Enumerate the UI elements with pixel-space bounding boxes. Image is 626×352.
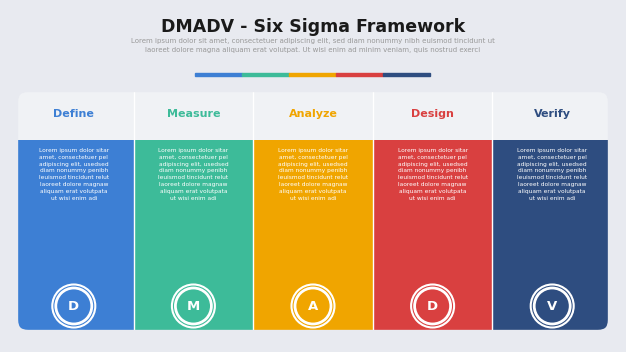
Circle shape — [295, 288, 331, 324]
Bar — [383, 73, 430, 76]
Text: Design: Design — [411, 109, 454, 119]
Text: DMADV - Six Sigma Framework: DMADV - Six Sigma Framework — [161, 18, 465, 36]
Bar — [242, 73, 289, 76]
Bar — [253, 140, 373, 334]
Circle shape — [414, 288, 451, 324]
Text: M: M — [187, 300, 200, 313]
Text: D: D — [68, 300, 80, 313]
Bar — [14, 140, 133, 334]
Bar — [336, 73, 383, 76]
Text: Define: Define — [53, 109, 95, 119]
Bar — [14, 88, 612, 140]
Text: D: D — [427, 300, 438, 313]
Text: Analyze: Analyze — [289, 109, 337, 119]
Circle shape — [534, 288, 570, 324]
Text: Lorem ipsum dolor sitar
amet, consectetuer pel
adipiscing elit, usedsed
diam non: Lorem ipsum dolor sitar amet, consectetu… — [278, 148, 348, 201]
Text: Lorem ipsum dolor sitar
amet, consectetuer pel
adipiscing elit, usedsed
diam non: Lorem ipsum dolor sitar amet, consectetu… — [517, 148, 587, 201]
Circle shape — [56, 288, 92, 324]
Bar — [493, 140, 612, 334]
FancyBboxPatch shape — [14, 88, 612, 334]
Text: Verify: Verify — [534, 109, 571, 119]
Text: Lorem ipsum dolor sitar
amet, consectetuer pel
adipiscing elit, usedsed
diam non: Lorem ipsum dolor sitar amet, consectetu… — [39, 148, 109, 201]
Text: V: V — [547, 300, 557, 313]
Bar — [133, 140, 253, 334]
Text: Measure: Measure — [167, 109, 220, 119]
Text: Lorem ipsum dolor sitar
amet, consectetuer pel
adipiscing elit, usedsed
diam non: Lorem ipsum dolor sitar amet, consectetu… — [398, 148, 468, 201]
Circle shape — [175, 288, 212, 324]
Bar — [373, 140, 493, 334]
Text: Lorem ipsum dolor sitar
amet, consectetuer pel
adipiscing elit, usedsed
diam non: Lorem ipsum dolor sitar amet, consectetu… — [158, 148, 228, 201]
Text: A: A — [308, 300, 318, 313]
Bar — [289, 73, 336, 76]
Bar — [195, 73, 242, 76]
Text: Lorem ipsum dolor sit amet, consectetuer adipiscing elit, sed diam nonummy nibh : Lorem ipsum dolor sit amet, consectetuer… — [131, 38, 495, 53]
